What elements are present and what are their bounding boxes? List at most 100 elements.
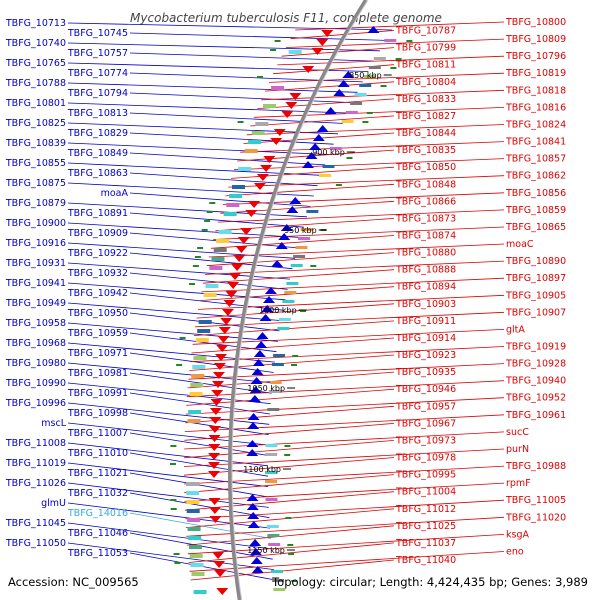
right-gene-label: sucC [506,427,529,438]
right-gene-label: moaC [506,239,534,250]
forward-gene-arrow [302,161,314,168]
right-gene-label: TBFG_10811 [395,60,456,71]
outer-feature-track [189,554,203,558]
left-gene-label: TBFG_10991 [67,388,128,399]
outer-feature-track [216,239,230,243]
right-gene-label: TBFG_10928 [505,359,566,370]
right-gene-label: TBFG_10873 [395,213,456,224]
right-gene-label: TBFG_10946 [395,384,456,395]
left-connector [67,402,270,425]
outer-feature-track [209,266,223,270]
outer-feature-track [288,50,302,54]
left-gene-label: TBFG_14016 [67,508,128,519]
outer-feature-track [193,356,207,360]
left-gene-label: TBFG_11021 [67,468,128,479]
outer-feature-track [188,410,202,414]
left-gene-label: TBFG_10829 [67,128,128,139]
left-gene-label: TBFG_10980 [5,358,66,369]
forward-gene-arrow [246,440,259,447]
left-gene-label: TBFG_10931 [5,258,66,269]
right-gene-labels: TBFG_10800 TBFG_10787 TBFG_10809 TBFG_10799… [395,17,566,566]
forward-gene-arrow [250,377,263,384]
inner-feature-track [265,480,278,483]
inner-feature-track [295,246,308,249]
left-gene-label: TBFG_11050 [5,538,66,549]
reverse-gene-arrow [209,417,222,424]
right-connector [188,542,395,563]
right-connector [187,534,505,555]
inner-feature-track [282,300,295,303]
kbp-tick-label: 1150 kbp [247,546,285,555]
inner-feature-track [268,543,281,546]
right-connector [197,294,505,310]
left-gene-label: TBFG_10922 [67,248,128,259]
kbp-tick-label: 950 kbp [284,226,317,235]
left-gene-label: TBFG_11032 [67,488,128,499]
left-connector [67,542,274,570]
left-connector [67,362,273,384]
reverse-gene-arrow [248,201,261,208]
green-marker [170,445,177,447]
right-gene-label: eno [506,547,524,558]
right-gene-label: gltA [506,324,525,335]
right-gene-label: TBFG_10897 [505,273,566,284]
inner-feature-track [290,264,303,267]
left-gene-label: TBFG_11019 [5,458,66,469]
green-marker [291,364,297,366]
reverse-gene-arrow [231,264,244,271]
right-connector [237,149,395,162]
right-gene-label: TBFG_10856 [505,188,566,199]
green-marker [285,517,292,519]
kbp-tick-label: 900 kbp [312,148,345,157]
left-gene-label: TBFG_10996 [5,398,66,409]
left-connector [67,142,330,155]
right-gene-label: TBFG_10952 [505,393,566,404]
inner-feature-track [286,282,299,285]
inner-feature-track [329,147,342,150]
inner-feature-track [300,228,313,231]
left-connector [67,162,322,176]
forward-gene-arrow [367,26,380,33]
right-connector [231,166,395,179]
reverse-gene-arrow [208,426,221,433]
inner-feature-track [277,327,290,330]
left-gene-label: TBFG_10757 [67,48,128,59]
right-gene-label: TBFG_10835 [395,145,456,156]
right-connector [206,252,395,267]
right-gene-label: TBFG_10865 [505,222,566,233]
left-connector [67,102,348,114]
right-gene-label: TBFG_10890 [505,256,566,267]
left-gene-label: TBFG_10950 [67,308,128,319]
right-connector [190,559,395,581]
outer-feature-track [198,320,212,324]
right-connector [186,380,505,398]
reverse-gene-arrow [225,291,238,298]
reverse-gene-arrow [212,372,225,379]
right-connector [185,499,505,520]
reverse-gene-arrow [215,354,227,361]
left-connector [67,422,269,446]
left-gene-label: TBFG_10849 [67,148,128,159]
outer-feature-track [271,86,285,90]
green-marker [346,157,353,159]
reverse-gene-arrow [208,444,221,451]
reverse-gene-arrow [212,381,224,388]
left-gene-label: TBFG_10774 [67,68,128,79]
right-connector [225,183,395,197]
forward-gene-arrow [275,242,288,249]
left-gene-label: TBFG_10971 [67,348,128,359]
right-gene-label: TBFG_10818 [505,85,566,96]
right-connector [189,354,395,371]
left-gene-label: TBFG_11053 [67,548,128,559]
right-connector [189,551,505,572]
green-marker [192,265,199,267]
right-gene-label: TBFG_10833 [395,94,456,105]
left-gene-label: TBFG_10839 [5,138,66,149]
left-connector [67,502,271,529]
right-gene-label: TBFG_10799 [395,43,456,54]
outer-feature-track [248,140,262,144]
inner-feature-track [271,363,284,366]
outer-feature-track [244,149,258,153]
forward-gene-arrow [316,125,329,132]
left-connector [129,352,274,373]
